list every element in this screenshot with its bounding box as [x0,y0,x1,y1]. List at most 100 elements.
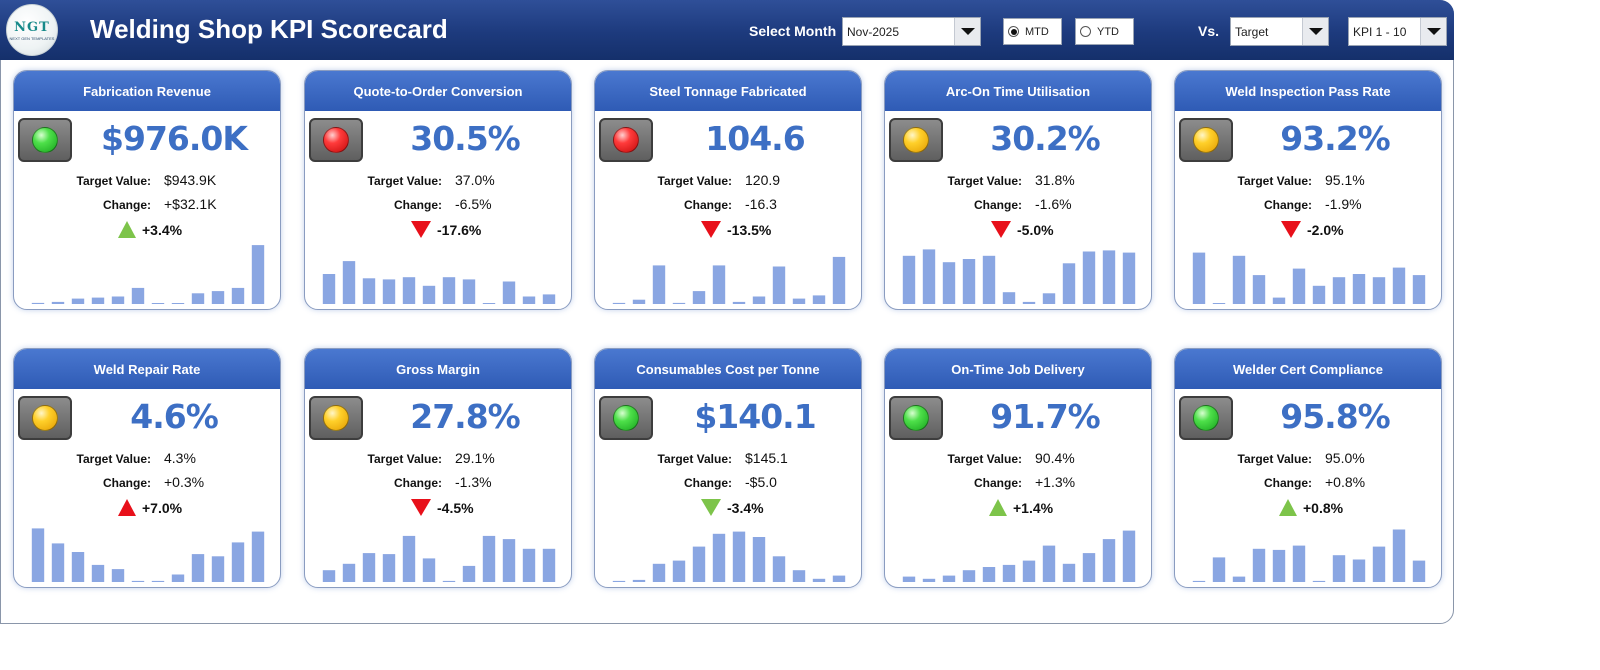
status-yellow-icon [32,405,58,431]
change-label: Change: [684,476,732,490]
change-value: -1.9% [1325,196,1362,212]
kpi-range-dropdown[interactable]: KPI 1 - 10 [1348,17,1447,46]
month-dropdown-button[interactable] [954,18,980,45]
spark-bar [71,298,85,304]
kpi-card: Consumables Cost per Tonne $140.1 Target… [594,348,862,588]
traffic-light-icon [889,118,943,162]
spark-bar [1312,285,1326,304]
kpi-title: Weld Repair Rate [14,349,280,389]
kpi-card: Steel Tonnage Fabricated 104.6 Target Va… [594,70,862,310]
spark-bar [812,295,826,304]
change-label: Change: [974,198,1022,212]
spark-bar [522,548,536,582]
spark-bar [362,553,376,582]
spark-bar [772,266,786,304]
spark-bar [342,261,356,304]
spark-bar [1192,252,1206,304]
target-label: Target Value: [367,174,442,188]
change-indicator: +7.0% [118,499,182,516]
spark-bar [1392,267,1406,304]
change-percent: +7.0% [142,499,183,516]
change-value: -1.6% [1035,196,1072,212]
spark-bar [1122,252,1136,304]
change-value: -$5.0 [745,474,777,490]
change-indicator: -17.6% [411,221,481,238]
vs-dropdown[interactable]: Target [1230,17,1329,46]
target-label: Target Value: [1237,174,1312,188]
spark-bar [792,570,806,582]
kpi-value: 104.6 [705,119,805,158]
arrow-down-icon [411,221,431,238]
ytd-radio[interactable]: YTD [1075,18,1134,45]
mtd-radio[interactable]: MTD [1003,18,1062,45]
kpi-range-dropdown-button[interactable] [1420,18,1446,45]
kpi-card: Quote-to-Order Conversion 30.5% Target V… [304,70,572,310]
spark-bar [982,255,996,304]
spark-bar [151,303,165,304]
spark-bar [402,277,416,304]
change-value: +1.3% [1035,474,1076,490]
kpi-title: Consumables Cost per Tonne [595,349,861,389]
spark-bar [1412,560,1426,582]
arrow-down-icon [411,499,431,516]
spark-bar [251,245,265,304]
kpi-value: 91.7% [990,397,1101,436]
spark-bar [922,249,936,304]
spark-bar [1332,555,1346,582]
spark-bar [322,570,336,582]
change-indicator: -2.0% [1281,221,1344,238]
traffic-light-icon [18,396,72,440]
trend-sparkline [1192,529,1426,582]
spark-bar [442,580,456,582]
change-percent: +0.8% [1303,499,1344,516]
spark-bar [91,564,105,582]
change-value: +$32.1K [164,196,217,212]
chevron-down-icon [960,28,975,35]
spark-bar [111,296,125,304]
spark-bar [231,287,245,304]
spark-bar [902,576,916,582]
spark-bar [51,543,65,582]
status-yellow-icon [323,405,349,431]
target-label: Target Value: [657,174,732,188]
spark-bar [382,554,396,582]
spark-bar [1312,580,1326,582]
spark-bar [131,580,145,582]
spark-bar [382,279,396,304]
select-month-label: Select Month [749,23,837,39]
change-label: Change: [684,198,732,212]
spark-bar [1102,539,1116,582]
spark-bar [672,302,686,304]
spark-bar [211,291,225,304]
kpi-card: On-Time Job Delivery 91.7% Target Value:… [884,348,1152,588]
spark-bar [251,531,265,582]
spark-bar [1252,548,1266,582]
spark-bar [542,294,556,304]
target-value: 95.0% [1325,450,1365,466]
change-indicator: -13.5% [701,221,771,238]
target-label: Target Value: [76,452,151,466]
header-bar: NGT NEXT GEN TEMPLATES Welding Shop KPI … [0,0,1454,60]
kpi-title: Quote-to-Order Conversion [305,71,571,111]
spark-bar [322,274,336,304]
kpi-title: Fabrication Revenue [14,71,280,111]
spark-bar [832,256,846,304]
spark-bar [712,265,726,304]
spark-bar [962,259,976,304]
change-indicator: +3.4% [118,221,182,238]
status-green-icon [613,405,639,431]
target-value: $145.1 [745,450,788,466]
month-dropdown[interactable]: Nov-2025 [842,17,981,46]
target-value: 31.8% [1035,172,1075,188]
spark-bar [672,560,686,582]
spark-bar [111,569,125,582]
spark-bar [462,279,476,304]
traffic-light-icon [309,396,363,440]
spark-bar [542,548,556,582]
spark-bar [1082,251,1096,304]
vs-dropdown-button[interactable] [1302,18,1328,45]
spark-bar [922,578,936,582]
arrow-down-icon [701,499,721,516]
spark-bar [1062,263,1076,304]
spark-bar [1002,292,1016,304]
